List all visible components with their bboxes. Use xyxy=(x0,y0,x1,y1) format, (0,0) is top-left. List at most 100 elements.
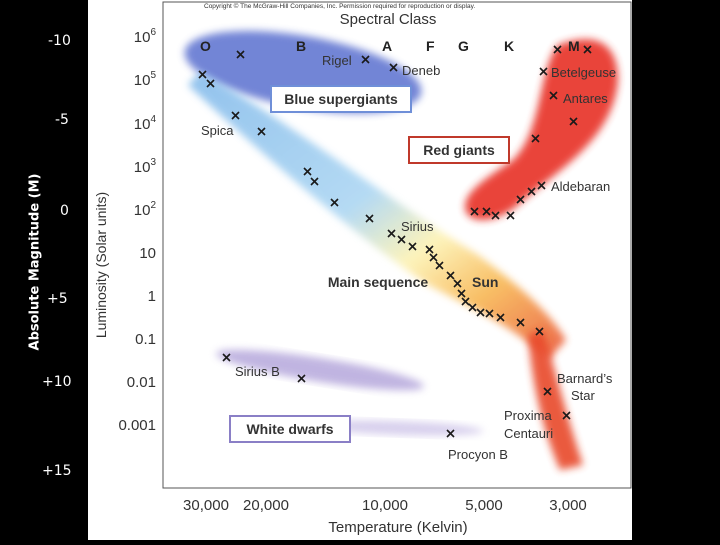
white-dwarfs-upper-region xyxy=(216,349,424,391)
main-sequence-region xyxy=(188,72,566,360)
luminosity-tick-label: 10 xyxy=(139,245,156,262)
star-label-proxima-centauri-line2: Centauri xyxy=(504,426,553,441)
star-marker xyxy=(389,63,398,72)
star-marker xyxy=(257,127,266,136)
star-marker xyxy=(231,111,240,120)
temperature-tick-label: 30,000 xyxy=(183,497,229,514)
star-marker xyxy=(387,229,396,238)
star-label-barnards-star-line2: Star xyxy=(571,388,596,403)
star-marker xyxy=(516,318,525,327)
star-marker xyxy=(476,308,485,317)
star-label-antares: Antares xyxy=(563,91,608,106)
star-label-proxima-centauri-line1: Proxima xyxy=(504,408,552,423)
star-marker xyxy=(535,327,544,336)
luminosity-tick-label: 0.001 xyxy=(118,417,156,434)
luminosity-tick-label: 1 xyxy=(148,288,156,305)
blue-supergiants-box xyxy=(270,85,412,113)
blue-supergiants-label: Blue supergiants xyxy=(284,91,398,107)
star-marker xyxy=(506,211,515,220)
red-giants-region xyxy=(465,39,618,221)
temperature-tick-label: 3,000 xyxy=(549,497,587,514)
star-marker xyxy=(553,45,562,54)
temperature-tick-label: 10,000 xyxy=(362,497,408,514)
star-marker xyxy=(457,289,466,298)
star-marker xyxy=(435,261,444,270)
star-marker xyxy=(496,313,505,322)
temperature-tick-label: 5,000 xyxy=(465,497,503,514)
star-marker xyxy=(485,309,494,318)
star-label-spica: Spica xyxy=(201,123,234,138)
star-marker xyxy=(429,253,438,262)
main-sequence-label: Main sequence xyxy=(328,274,429,290)
spectral-class-a: A xyxy=(382,38,392,54)
spectral-class-b: B xyxy=(296,38,306,54)
magnitude-tick-label: 0 xyxy=(60,203,69,219)
star-marker xyxy=(425,245,434,254)
luminosity-tick-label: 103 xyxy=(134,157,157,176)
star-marker xyxy=(531,134,540,143)
star-marker xyxy=(491,211,500,220)
temperature-tick-label: 20,000 xyxy=(243,497,289,514)
star-marker xyxy=(397,235,406,244)
star-label-aldebaran: Aldebaran xyxy=(551,179,610,194)
star-marker xyxy=(543,387,552,396)
star-marker xyxy=(583,45,592,54)
copyright-notice: Copyright © The McGraw-Hill Companies, I… xyxy=(204,2,475,10)
red-dwarf-tail-region xyxy=(528,330,583,470)
temperature-axis-title: Temperature (Kelvin) xyxy=(328,519,467,536)
hr-diagram-figure: Copyright © The McGraw-Hill Companies, I… xyxy=(88,0,632,540)
star-marker xyxy=(236,50,245,59)
star-marker xyxy=(461,297,470,306)
luminosity-tick-label: 0.1 xyxy=(135,331,156,348)
magnitude-tick-label: +10 xyxy=(42,374,72,390)
white-dwarfs-lower-region xyxy=(313,420,483,436)
star-marker xyxy=(446,429,455,438)
star-marker xyxy=(482,207,491,216)
star-label-procyon-b: Procyon B xyxy=(448,447,508,462)
luminosity-tick-label: 104 xyxy=(134,114,157,133)
star-marker xyxy=(537,181,546,190)
magnitude-tick-label: +15 xyxy=(42,463,72,479)
star-label-barnards-star-line1: Barnard’s xyxy=(557,371,613,386)
luminosity-axis-title: Luminosity (Solar units) xyxy=(93,192,109,338)
star-marker xyxy=(206,79,215,88)
luminosity-tick-label: 102 xyxy=(134,200,157,219)
star-marker xyxy=(470,207,479,216)
star-marker xyxy=(539,67,548,76)
star-marker xyxy=(408,242,417,251)
spectral-class-g: G xyxy=(458,38,469,54)
star-marker xyxy=(297,374,306,383)
magnitude-tick-label: -10 xyxy=(48,33,71,49)
star-marker xyxy=(562,411,571,420)
star-marker xyxy=(330,198,339,207)
magnitude-tick-label: -5 xyxy=(55,112,69,128)
star-marker xyxy=(446,271,455,280)
spectral-class-f: F xyxy=(426,38,435,54)
star-marker xyxy=(468,303,477,312)
star-label-deneb: Deneb xyxy=(402,63,440,78)
luminosity-tick-label: 0.01 xyxy=(127,374,156,391)
star-marker xyxy=(569,117,578,126)
magnitude-axis-title: Absolute Magnitude (M) xyxy=(27,173,43,351)
star-marker xyxy=(527,187,536,196)
star-marker xyxy=(198,70,207,79)
spectral-class-k: K xyxy=(504,38,514,54)
spectral-class-o: O xyxy=(200,38,211,54)
star-marker xyxy=(303,167,312,176)
star-label-rigel: Rigel xyxy=(322,53,352,68)
star-marker xyxy=(516,195,525,204)
star-label-sirius-b: Sirius B xyxy=(235,364,280,379)
star-marker xyxy=(365,214,374,223)
star-label-betelgeuse: Betelgeuse xyxy=(551,65,616,80)
spectral-class-title: Spectral Class xyxy=(340,11,437,28)
star-marker xyxy=(453,279,462,288)
star-marker xyxy=(361,55,370,64)
spectral-class-m: M xyxy=(568,38,580,54)
luminosity-tick-label: 106 xyxy=(134,27,157,46)
red-giants-label: Red giants xyxy=(423,142,495,158)
white-dwarfs-label: White dwarfs xyxy=(246,421,333,437)
magnitude-tick-label: +5 xyxy=(47,291,68,307)
star-marker xyxy=(549,91,558,100)
luminosity-tick-label: 105 xyxy=(134,70,157,89)
